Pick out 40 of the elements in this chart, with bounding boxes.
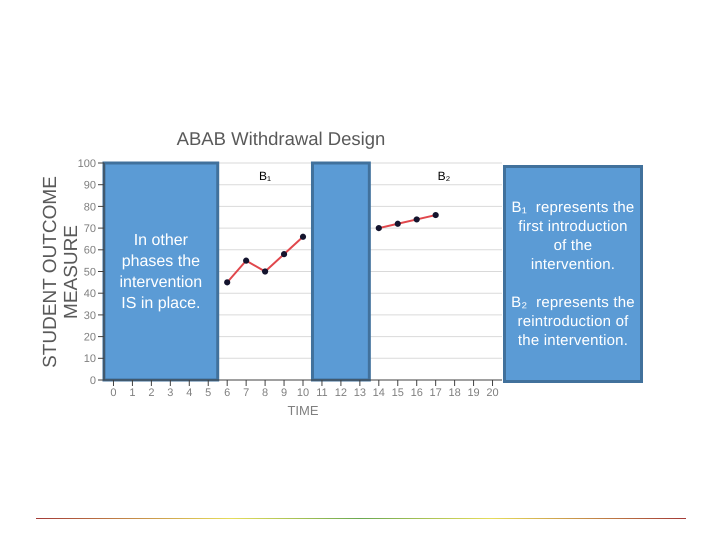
y-tick-label: 70 <box>84 223 96 236</box>
x-tick-label: 8 <box>262 386 268 399</box>
x-tick-label: 7 <box>243 386 250 399</box>
x-tick-label: 14 <box>372 386 385 399</box>
text: B₂ represents the reintroduction of the intervention. <box>511 293 635 350</box>
x-tick-label: 11 <box>316 386 328 399</box>
x-tick-label: 13 <box>354 386 366 399</box>
y-tick-label: 40 <box>84 288 96 300</box>
annotation: B₁ <box>258 168 272 184</box>
x-tick-label: 15 <box>392 386 404 399</box>
annotation: B₂ <box>436 168 452 184</box>
x-tick-label: 16 <box>410 386 423 399</box>
x-tick-label: 1 <box>129 386 136 399</box>
x-tick-label: 2 <box>148 386 154 399</box>
x-axis-title: TIME <box>286 403 320 418</box>
x-tick-label: 10 <box>296 386 310 399</box>
chart-title: ABAB Withdrawal Design <box>176 128 386 150</box>
x-tick-label: 12 <box>334 386 348 399</box>
y-tick-label: 30 <box>84 310 96 322</box>
x-tick-label: 5 <box>205 386 212 399</box>
x-tick-label: 9 <box>280 386 288 399</box>
y-tick-label: 80 <box>84 201 96 214</box>
text: B₁ represents the first introduction of the intervention. <box>511 198 635 274</box>
y-tick-label: 10 <box>84 353 96 366</box>
x-tick-label: 18 <box>448 386 461 399</box>
band-label: In other phases the intervention IS in place. <box>118 230 204 314</box>
y-tick-label: 0 <box>90 374 96 387</box>
x-tick-label: 3 <box>167 386 174 399</box>
x-tick-label: 17 <box>430 386 442 399</box>
y-tick-label: 60 <box>84 244 96 257</box>
y-tick-label: 90 <box>84 180 96 192</box>
x-tick-label: 6 <box>224 386 230 399</box>
x-tick-label: 19 <box>467 386 480 399</box>
y-tick-label: 50 <box>84 266 96 278</box>
y-tick-label: 100 <box>78 158 96 170</box>
y-axis-title: STUDENT OUTCOME MEASURE <box>40 175 82 370</box>
x-tick-label: 0 <box>110 386 117 399</box>
x-tick-label: 4 <box>186 386 192 399</box>
y-tick-label: 20 <box>84 332 96 344</box>
x-tick-label: 20 <box>486 386 499 399</box>
